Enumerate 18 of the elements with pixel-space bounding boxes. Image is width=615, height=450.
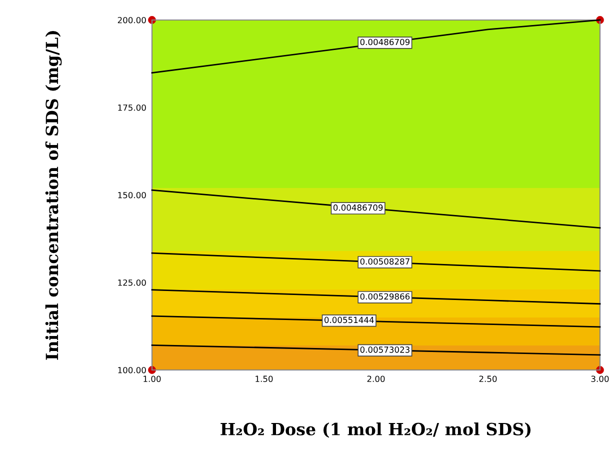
annotation: 0.00486709: [360, 38, 410, 46]
y-tick-label: 175.00: [118, 104, 146, 111]
annotation: 0.00529866: [360, 293, 410, 300]
x-tick-label: 2.00: [367, 376, 385, 382]
y-tick-label: 100.00: [118, 366, 146, 374]
x-tick-label: 2.50: [479, 376, 497, 382]
annotation: 0.00508287: [360, 258, 410, 265]
y-tick-label: 125.00: [118, 279, 146, 286]
x-tick-label: 1.00: [144, 376, 161, 382]
x-axis-title: H₂O₂ Dose (1 mol H₂O₂/ mol SDS): [220, 422, 531, 438]
x-tick-label: 3.00: [591, 376, 609, 382]
y-axis-title: Initial concentration of SDS (mg/L): [45, 31, 62, 360]
x-tick-label: 1.50: [256, 376, 273, 382]
annotation: 0.00573023: [360, 346, 410, 353]
annotation: 0.00551444: [324, 316, 374, 324]
annotation: 0.00486709: [333, 204, 383, 211]
y-tick-label: 200.00: [118, 16, 146, 24]
y-tick-label: 150.00: [118, 192, 146, 198]
